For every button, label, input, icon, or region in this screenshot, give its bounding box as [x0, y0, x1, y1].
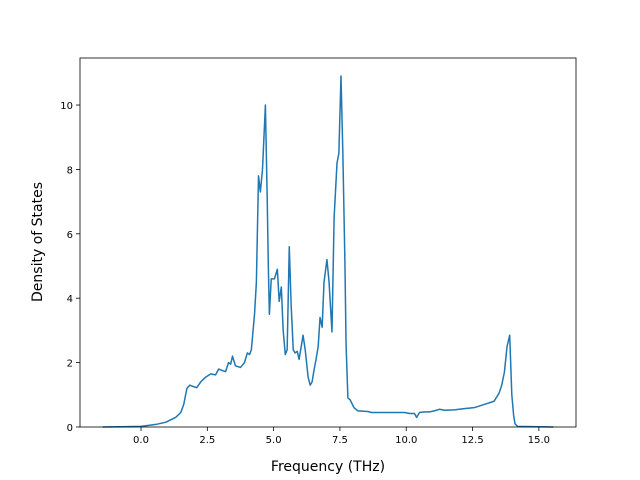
dos-line — [102, 75, 554, 428]
x-tick-label: 10.0 — [395, 435, 417, 446]
x-tick-label: 15.0 — [528, 435, 550, 446]
axes-frame — [79, 57, 577, 428]
y-tick-label: 4 — [67, 294, 73, 305]
x-tick-label: 12.5 — [461, 435, 483, 446]
x-axis-label: Frequency (THz) — [271, 459, 385, 475]
x-tick-label: 2.5 — [199, 435, 215, 446]
y-tick-label: 6 — [67, 230, 73, 241]
y-tick-label: 8 — [67, 165, 73, 176]
x-tick-label: 7.5 — [332, 435, 348, 446]
y-tick-label: 2 — [67, 359, 73, 370]
x-tick-label: 0.0 — [133, 435, 149, 446]
y-tick-label: 0 — [67, 423, 73, 434]
y-axis-label: Density of States — [30, 182, 46, 302]
x-tick-label: 5.0 — [266, 435, 282, 446]
y-tick-label: 10 — [60, 101, 73, 112]
